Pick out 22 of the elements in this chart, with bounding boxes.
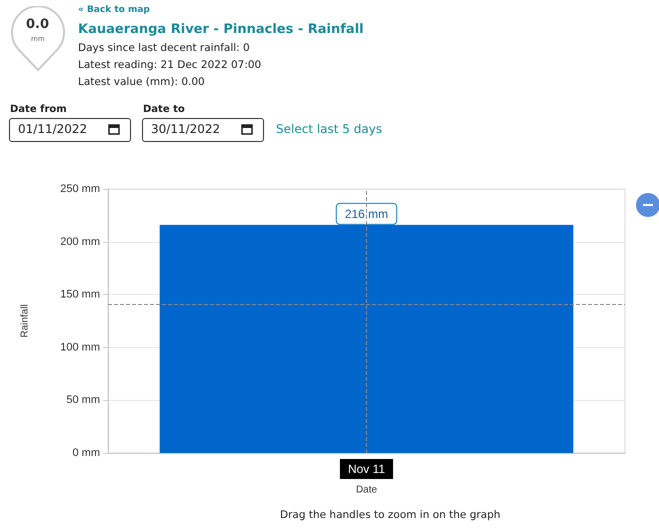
- y-tick-label: 50 mm: [66, 394, 100, 406]
- data-label: 216 mm: [344, 206, 388, 221]
- text: Latest value (mm): 0.00: [78, 76, 205, 88]
- text: Date from: [10, 104, 67, 115]
- chart-title: Kauaeranga River - Pinnacles - Rainfall: [78, 22, 364, 37]
- text: Days since last decent rainfall: 0: [78, 42, 250, 54]
- y-tick-label: 100 mm: [60, 341, 100, 354]
- y-tick-label: 200 mm: [60, 236, 100, 248]
- text: Drag the handles to zoom in on the graph: [280, 509, 500, 521]
- text: Latest reading: 21 Dec 2022 07:00: [78, 59, 262, 71]
- text: 30/11/2022: [151, 122, 220, 136]
- text: 01/11/2022: [18, 122, 88, 136]
- text: Date to: [143, 104, 185, 115]
- text: Select last 5 days: [276, 122, 382, 136]
- y-tick-label: 250 mm: [60, 183, 100, 195]
- text: 0.0: [26, 17, 50, 32]
- x-axis-title: Date: [356, 484, 378, 496]
- y-tick-label: 0 mm: [72, 447, 100, 459]
- text: « Back to map: [78, 5, 150, 15]
- y-tick-label: 150 mm: [60, 288, 100, 301]
- x-tick-label: Nov 11: [348, 462, 386, 476]
- y-axis-title: Rainfall: [20, 304, 30, 338]
